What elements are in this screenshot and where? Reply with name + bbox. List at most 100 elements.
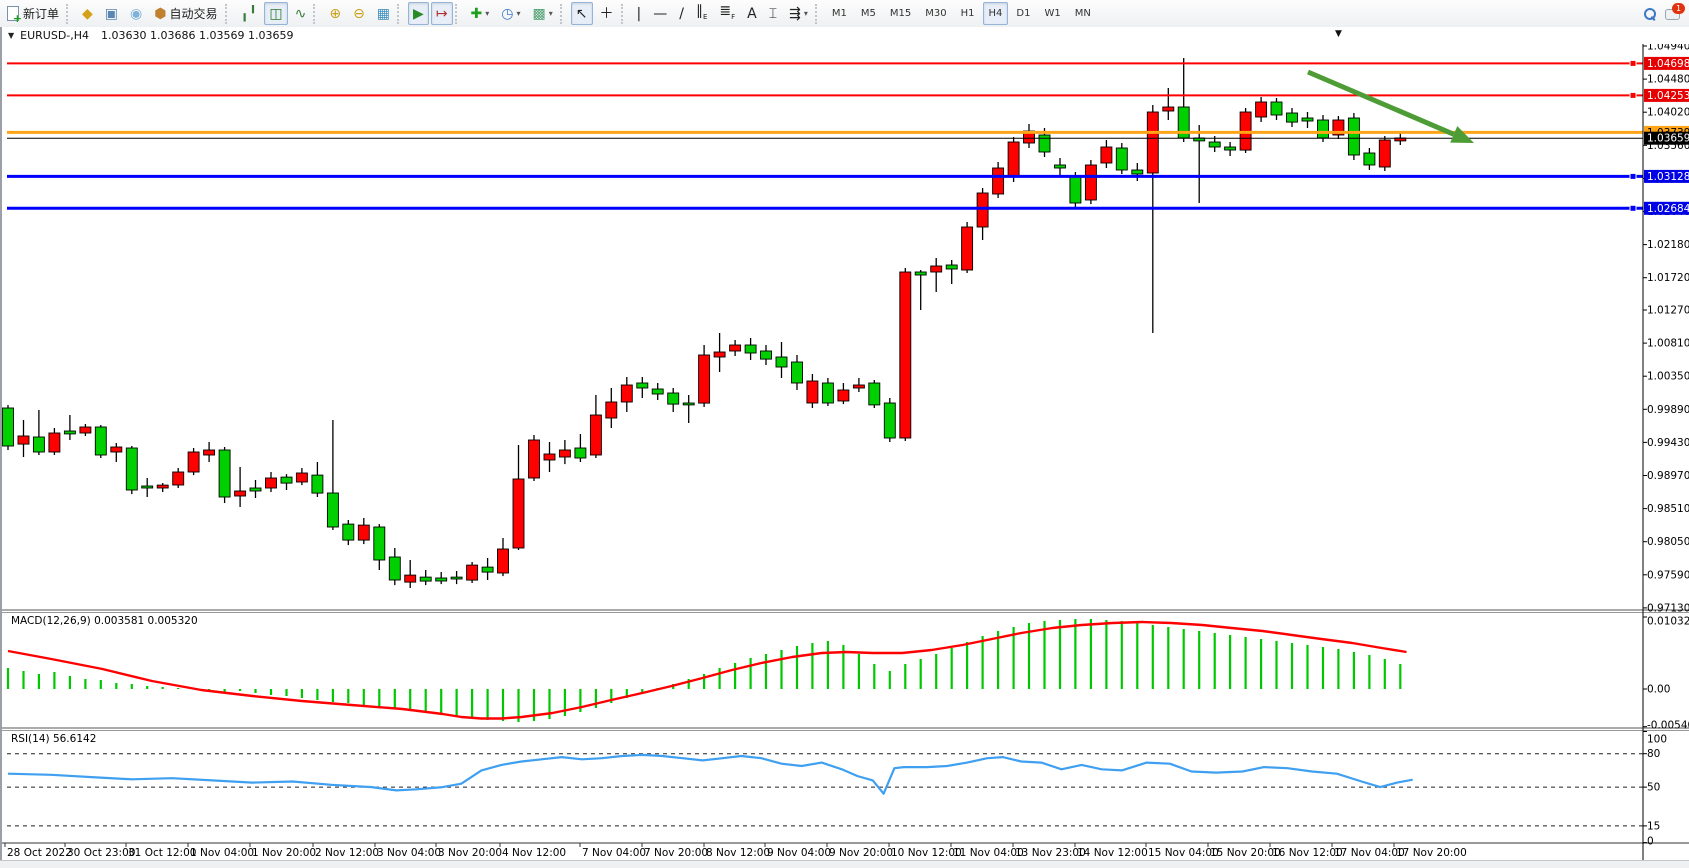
svg-text:9 Nov 04:00: 9 Nov 04:00 — [767, 847, 831, 859]
candle — [1255, 101, 1268, 118]
price-badge-1.03659[interactable]: 1.03659 — [1644, 131, 1689, 145]
search-icon[interactable] — [1643, 7, 1657, 21]
candle — [512, 478, 525, 549]
toolbar-separator — [559, 3, 569, 24]
svg-text:0.99430: 0.99430 — [1647, 437, 1689, 449]
timeframe-h4-button[interactable]: H4 — [982, 2, 1009, 25]
candle — [94, 426, 107, 456]
auto-scroll-button[interactable]: ▶ — [408, 2, 429, 25]
periods-icon: ◷ — [501, 5, 514, 22]
periods-button[interactable]: ◷ ▾ — [496, 2, 525, 25]
new-order-button[interactable]: + 新订单 — [1, 2, 64, 25]
arrows-tool-button[interactable]: ⇶ ▾ — [784, 2, 813, 25]
chart-canvas[interactable]: MACD(12,26,9) 0.003581 0.005320 RSI(14) 5… — [2, 44, 1689, 860]
vertical-line-tool-button[interactable]: | — [632, 2, 647, 25]
timeframe-m30-button[interactable]: M30 — [925, 8, 947, 19]
toolbar-separator — [814, 3, 824, 24]
chart-ohlc-values: 1.03630 1.03686 1.03569 1.03659 — [101, 29, 294, 42]
candle — [1270, 101, 1283, 116]
chat-icon[interactable]: 1 — [1665, 3, 1685, 20]
candlestick-chart-icon: ◫ — [269, 5, 283, 22]
macd-layer: MACD(12,26,9) 0.003581 0.005320 — [6, 615, 1407, 722]
candle — [1038, 134, 1051, 153]
timeframe-h1-button[interactable]: H1 — [960, 8, 975, 19]
toolbar-separator — [224, 3, 234, 24]
chat-badge: 1 — [1672, 3, 1685, 14]
templates-button[interactable]: ▩ ▾ — [528, 2, 558, 25]
zoom-in-button[interactable]: ⊕ — [324, 2, 346, 25]
fibonacci-tool-button[interactable]: ≣F — [714, 2, 740, 25]
timeframe-mn-button[interactable]: MN — [1074, 8, 1091, 19]
candle — [744, 344, 757, 354]
candle — [821, 382, 834, 404]
channel-icon: ∥E — [695, 2, 708, 21]
candle — [450, 576, 463, 580]
candle — [1286, 112, 1298, 123]
chart-collapse-icon[interactable]: ▼ — [8, 31, 15, 40]
svg-text:1.00810: 1.00810 — [1647, 338, 1689, 350]
autotrading-button[interactable]: ⬢ 自动交易 — [149, 2, 222, 25]
candle — [373, 526, 386, 561]
line-chart-button[interactable]: ∿ — [290, 2, 312, 25]
templates-icon: ▩ — [532, 5, 546, 22]
toolbar-separator — [397, 3, 406, 24]
chart-shift-button[interactable]: ↦ — [430, 2, 453, 25]
svg-text:15 Nov 04:00: 15 Nov 04:00 — [1148, 847, 1219, 859]
candle — [32, 436, 45, 453]
indicators-button[interactable]: ✚ ▾ — [466, 2, 495, 25]
price-badge-1.04698[interactable]: 1.04698 — [1644, 56, 1689, 70]
candle — [435, 577, 448, 582]
candle — [760, 350, 772, 360]
candle — [713, 351, 726, 358]
pane-splitters[interactable] — [2, 44, 1689, 860]
timeframe-m15-button[interactable]: M15 — [889, 8, 912, 19]
trendline-tool-button[interactable]: / — [674, 2, 689, 25]
sounds-button[interactable]: ◉ — [125, 2, 147, 25]
trend-arrow[interactable] — [1307, 69, 1474, 143]
svg-text:MACD(12,26,9) 0.003581 0.00532: MACD(12,26,9) 0.003581 0.005320 — [11, 615, 198, 627]
timeframe-m5-button[interactable]: M5 — [860, 8, 876, 19]
text-label-tool-button[interactable]: ⌶ — [764, 2, 782, 25]
channel-tool-button[interactable]: ∥E — [691, 2, 712, 25]
candlestick-chart-button[interactable]: ◫ — [264, 2, 288, 25]
candle — [1131, 169, 1144, 175]
candle — [1115, 147, 1128, 171]
status-strip — [0, 860, 1689, 868]
text-tool-button[interactable]: A — [742, 2, 762, 25]
svg-text:1.00350: 1.00350 — [1647, 371, 1689, 383]
window-menu-icon[interactable]: ▼ — [1335, 29, 1342, 39]
candle — [852, 384, 865, 389]
candle — [1100, 146, 1113, 164]
price-badge-1.04253[interactable]: 1.04253 — [1644, 88, 1689, 102]
tile-windows-button[interactable]: ▦ — [372, 2, 395, 25]
trendline-icon: / — [679, 5, 684, 22]
svg-text:1 Nov 20:00: 1 Nov 20:00 — [252, 847, 316, 859]
candle — [605, 401, 618, 419]
crosshair-tool-button[interactable]: ＋ — [595, 2, 619, 25]
price-badge-1.02684[interactable]: 1.02684 — [1644, 201, 1689, 215]
price-badge-1.03128[interactable]: 1.03128 — [1644, 169, 1689, 183]
cursor-tool-button[interactable]: ↖ — [570, 2, 593, 25]
svg-text:0: 0 — [1647, 836, 1654, 848]
candle — [110, 446, 123, 453]
svg-text:17 Nov 20:00: 17 Nov 20:00 — [1396, 847, 1467, 859]
zoom-out-button[interactable]: ⊖ — [348, 2, 370, 25]
horizontal-line-tool-button[interactable]: — — [648, 2, 672, 25]
timeframe-w1-button[interactable]: W1 — [1044, 8, 1061, 19]
main-toolbar: + 新订单 ◆ ▣ ◉ ⬢ 自动交易 ╻╹ ◫ ∿ ⊕ ⊖ ▦ ▶ ↦ ✚ ▾ ◷… — [0, 0, 1689, 28]
chart-title-row: ▼ EURUSD-,H4 1.03630 1.03686 1.03569 1.0… — [2, 27, 1689, 45]
bar-chart-button[interactable]: ╻╹ — [236, 2, 263, 25]
svg-text:2 Nov 12:00: 2 Nov 12:00 — [315, 847, 379, 859]
timeframe-group: M1 M5 M15 M30 H1 H4 D1 W1 MN — [825, 2, 1098, 25]
candle — [899, 271, 912, 439]
candle — [156, 484, 169, 489]
metaeditor-button[interactable]: ◆ — [77, 2, 98, 25]
terminal-button[interactable]: ▣ — [100, 2, 123, 25]
candle — [79, 426, 92, 434]
timeframe-d1-button[interactable]: D1 — [1016, 8, 1031, 19]
candle — [141, 485, 154, 489]
timeframe-m1-button[interactable]: M1 — [831, 8, 847, 19]
chart-window: ▼ EURUSD-,H4 1.03630 1.03686 1.03569 1.0… — [0, 27, 1689, 860]
svg-text:7 Nov 20:00: 7 Nov 20:00 — [644, 847, 708, 859]
svg-text:0.98970: 0.98970 — [1647, 470, 1689, 482]
